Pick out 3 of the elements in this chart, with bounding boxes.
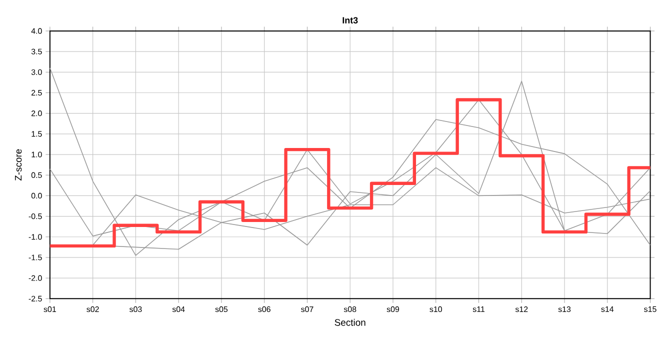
y-axis-title: Z-score	[15, 149, 22, 181]
x-axis-title: Section	[334, 319, 366, 326]
chart-title: Int3	[342, 17, 358, 24]
